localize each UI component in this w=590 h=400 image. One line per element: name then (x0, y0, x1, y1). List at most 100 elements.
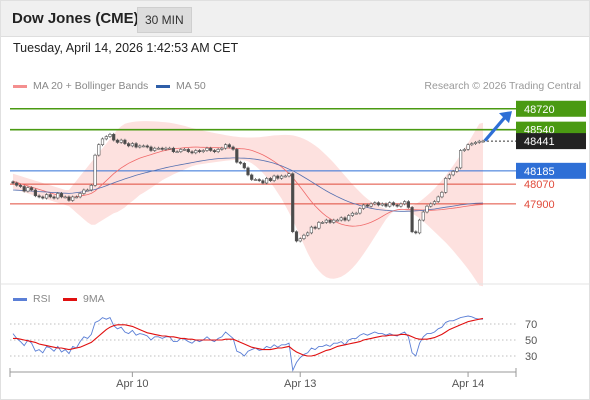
candle-body (216, 149, 220, 152)
candle-body (93, 154, 97, 186)
level-label-48441: 48441 (524, 136, 555, 148)
candle-body (376, 202, 381, 206)
candle-body (257, 179, 261, 182)
instrument-title: Dow Jones (CME) (12, 10, 139, 27)
candle (444, 176, 448, 194)
candle (171, 146, 176, 154)
candle (246, 166, 250, 177)
candle (160, 146, 164, 151)
rsi-tick-50: 50 (525, 335, 537, 347)
candle (48, 193, 52, 199)
candle (361, 203, 366, 210)
candle (149, 145, 153, 152)
candle-body (100, 138, 105, 145)
rsi-legend-label: RSI (33, 293, 51, 305)
candle-body (436, 196, 440, 202)
candle (410, 205, 414, 234)
candle (317, 221, 321, 230)
candle (287, 172, 291, 178)
candle (119, 138, 123, 144)
candle (93, 153, 97, 187)
candle (309, 225, 314, 235)
research-credit: Research © 2026 Trading Central (424, 80, 581, 92)
candle (473, 141, 478, 145)
candle-body (74, 196, 78, 199)
candle (306, 231, 310, 237)
candle (37, 194, 41, 199)
candle-body (41, 196, 45, 199)
candle-body (33, 189, 37, 197)
candle-body (313, 226, 317, 229)
candle-body (153, 147, 157, 151)
candle (272, 174, 276, 183)
candle-body (138, 145, 142, 148)
candle (421, 210, 425, 222)
legend-bollinger: MA 20 + Bollinger Bands (13, 80, 148, 92)
candle-body (477, 140, 481, 143)
candle (291, 172, 295, 234)
candle (97, 143, 101, 157)
candle-body (112, 134, 116, 141)
candle (41, 195, 45, 200)
candle-body (306, 232, 310, 236)
candle-body (399, 203, 403, 207)
rsi-swatch (13, 297, 27, 301)
candle-body (395, 204, 399, 207)
candle (395, 203, 399, 208)
x-tick-label: Apr 14 (452, 378, 484, 390)
candle (190, 150, 194, 155)
candle (197, 149, 202, 154)
candle (134, 142, 138, 149)
candle (164, 146, 168, 151)
candle-body (429, 203, 433, 207)
candle (432, 200, 437, 206)
candle-body (339, 217, 343, 221)
candle (343, 216, 347, 222)
candle (138, 144, 142, 149)
candle (320, 221, 325, 224)
candle-body (29, 187, 34, 191)
forecast-arrow (483, 115, 508, 142)
candle-body (44, 194, 49, 199)
rsi-panel: 70 50 30 (0, 283, 590, 372)
candle (250, 173, 254, 181)
candle-body (440, 192, 444, 198)
rsi-series-9ma (13, 317, 484, 357)
candle (145, 144, 149, 149)
candle-body (26, 187, 30, 192)
candle-body (183, 149, 187, 151)
candle (447, 173, 452, 180)
legend-9ma: 9MA (63, 293, 105, 305)
candle (324, 218, 328, 224)
candle (74, 195, 78, 199)
candle-body (224, 144, 228, 149)
candle-body (332, 219, 336, 223)
candle-body (291, 173, 295, 232)
candle (406, 200, 411, 209)
candle (235, 147, 239, 164)
candle (100, 137, 105, 147)
candle-body (186, 149, 190, 152)
candle-body (406, 201, 411, 208)
candle (253, 178, 258, 181)
candle-body (473, 142, 478, 144)
candle-body (168, 147, 172, 150)
ma50-label: MA 50 (176, 80, 206, 92)
candle-body (220, 147, 224, 150)
candle-body (246, 167, 250, 176)
candle-body (432, 201, 437, 205)
legend-ma50: MA 50 (156, 80, 206, 92)
candle-body (63, 196, 67, 199)
candle (115, 138, 119, 144)
candle (29, 186, 34, 192)
candle-body (455, 167, 459, 172)
candle-body (320, 222, 325, 224)
time-axis: Apr 10 Apr 13 Apr 14 (9, 368, 517, 390)
interval-button[interactable]: 30 MIN (137, 7, 192, 33)
candle-body (283, 175, 287, 178)
candle (227, 143, 231, 149)
candle (153, 146, 157, 152)
candle-body (294, 231, 299, 242)
candle (194, 149, 198, 155)
